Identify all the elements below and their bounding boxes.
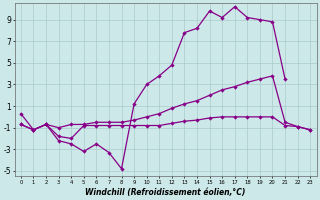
X-axis label: Windchill (Refroidissement éolien,°C): Windchill (Refroidissement éolien,°C) [85, 188, 246, 197]
